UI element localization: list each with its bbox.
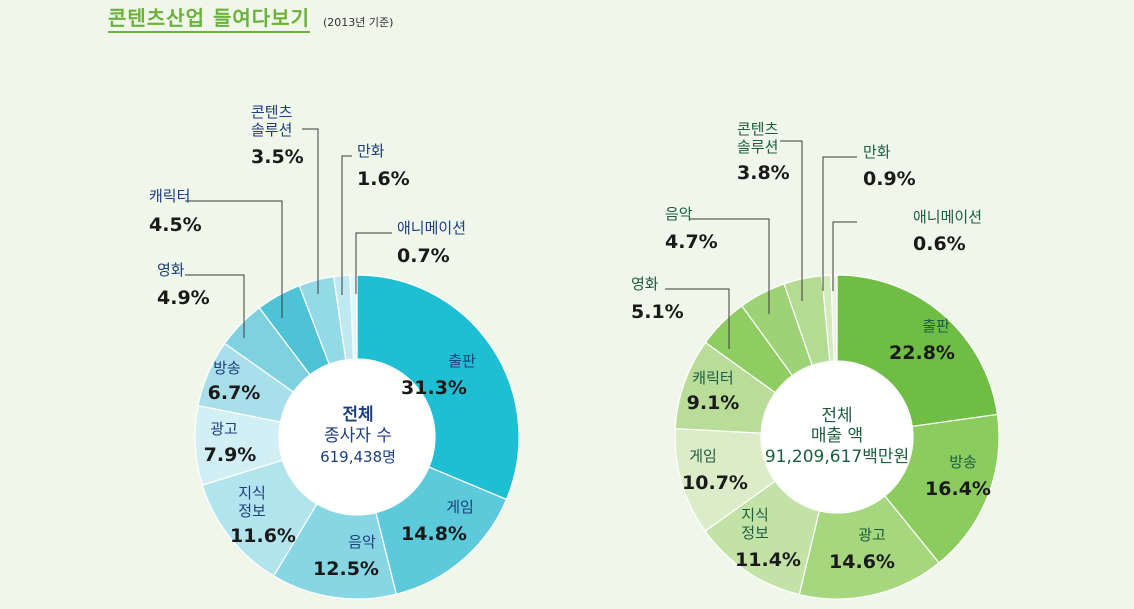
slice-name-label: 솔루션 (251, 121, 292, 139)
title-block: 콘텐츠산업 들여다보기 (108, 2, 310, 33)
slice-value-label: 6.7% (208, 382, 261, 404)
slice-name-label: 애니메이션 (913, 208, 982, 226)
slice-name-label: 광고 (858, 526, 886, 544)
slice-name-label: 정보 (238, 502, 266, 520)
leader-line (355, 232, 392, 294)
slice-name-label: 출판 (922, 317, 950, 335)
leader-line (665, 288, 730, 349)
slice-value-label: 0.9% (863, 168, 916, 190)
slice-name-label: 정보 (741, 524, 769, 542)
slice-name-label: 음악 (348, 533, 376, 551)
slice-value-label: 4.9% (157, 287, 210, 309)
slice-name-label: 만화 (357, 142, 385, 160)
slice-name-label: 방송 (213, 359, 241, 377)
pie-slice (356, 274, 520, 501)
donut-hole (762, 362, 912, 512)
slice-value-label: 10.7% (682, 472, 748, 494)
slice-name-label: 지식 (238, 484, 266, 502)
slice-name-label: 게임 (446, 498, 474, 516)
leader-line (341, 155, 352, 295)
slice-name-label: 영화 (157, 261, 185, 279)
slice-value-label: 0.7% (397, 245, 450, 267)
pie-slice (375, 466, 508, 595)
slice-name-label: 영화 (631, 275, 659, 293)
slice-name-label: 캐릭터 (692, 369, 733, 387)
slice-value-label: 3.5% (251, 146, 304, 168)
slice-value-label: 7.9% (204, 444, 257, 466)
slice-value-label: 14.8% (401, 523, 467, 545)
slice-value-label: 22.8% (889, 342, 955, 364)
slice-value-label: 12.5% (313, 558, 379, 580)
slice-name-label: 방송 (949, 453, 977, 471)
slice-name-label: 게임 (689, 447, 717, 465)
pie-slice (349, 274, 358, 360)
title-underline (108, 31, 310, 33)
slice-value-label: 4.5% (149, 214, 202, 236)
leader-line (780, 140, 803, 301)
slice-name-label: 만화 (863, 143, 891, 161)
center-label: 전체 (821, 406, 852, 426)
donut-hole (280, 360, 434, 514)
center-label: 전체 (342, 405, 373, 425)
slice-name-label: 음악 (665, 205, 693, 223)
slice-value-label: 3.8% (737, 162, 790, 184)
slice-name-label: 콘텐츠 (251, 103, 293, 121)
slice-value-label: 16.4% (925, 478, 991, 500)
leader-line (185, 200, 283, 318)
leader-line (832, 221, 857, 291)
donut-slices (674, 274, 1000, 600)
center-label: 91,209,617백만원 (765, 447, 909, 467)
slice-value-label: 1.6% (357, 168, 410, 190)
slice-name-label: 캐릭터 (149, 187, 190, 205)
leader-line (185, 274, 245, 338)
slice-value-label: 11.4% (735, 549, 801, 571)
slice-value-label: 9.1% (687, 392, 740, 414)
leader-line (302, 128, 319, 294)
slice-name-label: 지식 (741, 506, 769, 524)
page-title: 콘텐츠산업 들여다보기 (108, 6, 310, 30)
leader-line (690, 218, 770, 314)
slice-value-label: 0.6% (913, 233, 966, 255)
slice-value-label: 14.6% (829, 551, 895, 573)
donut-slices (194, 274, 520, 600)
center-label: 종사자 수 (324, 426, 392, 446)
slice-name-label: 콘텐츠 (737, 120, 779, 138)
center-label: 매출 액 (811, 426, 863, 446)
center-label: 619,438명 (320, 448, 396, 466)
slice-name-label: 광고 (210, 420, 238, 438)
slice-name-label: 애니메이션 (397, 219, 466, 237)
pie-slice (836, 274, 999, 428)
leader-line (822, 156, 857, 291)
slice-name-label: 솔루션 (737, 138, 778, 156)
slice-value-label: 4.7% (665, 231, 718, 253)
page-subtitle: (2013년 기준) (323, 16, 394, 29)
slice-value-label: 11.6% (230, 525, 296, 547)
slice-value-label: 31.3% (401, 377, 467, 399)
pie-slice (884, 413, 1000, 564)
slice-name-label: 출판 (448, 352, 476, 370)
slice-value-label: 5.1% (631, 301, 684, 323)
